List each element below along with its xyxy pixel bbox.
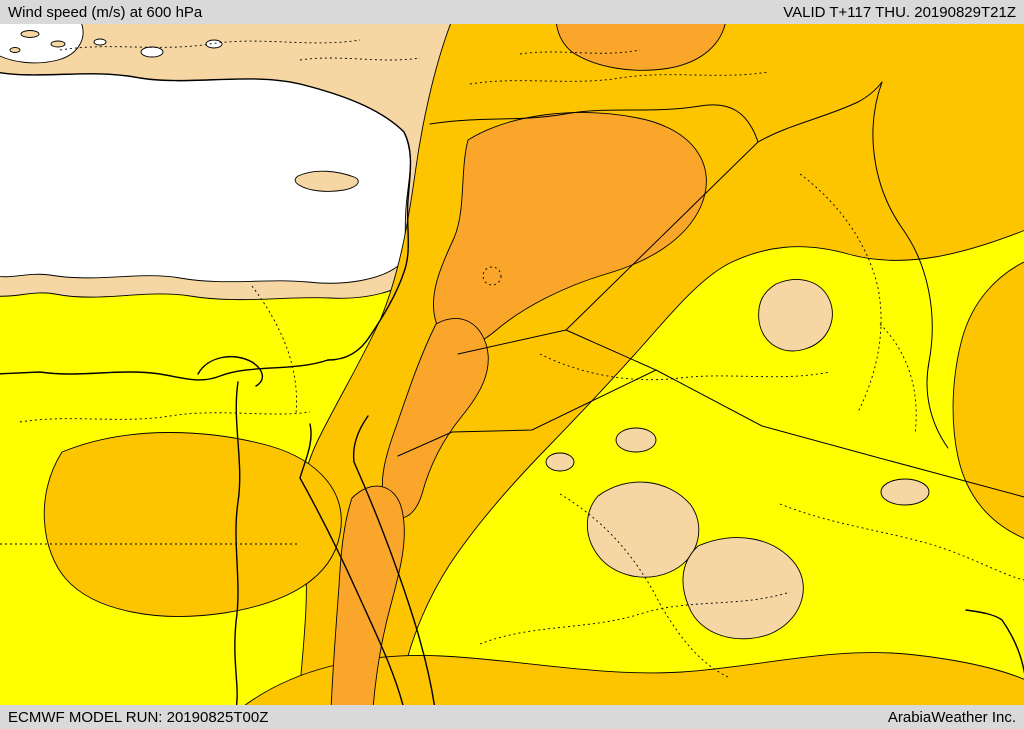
coastline-redsea-east <box>353 461 436 705</box>
dotted-contour-turkey-2 <box>299 57 421 61</box>
band-tan-patch-1 <box>587 481 700 578</box>
dotted-contour-sinai <box>251 285 297 415</box>
band-tan-patch-4 <box>758 279 833 352</box>
band-orange-syria-core <box>433 112 707 346</box>
model-run-label: ECMWF MODEL RUN: 20190825T00Z <box>8 708 269 726</box>
dotted-contour-saudi-1 <box>559 493 731 679</box>
valid-time-label: VALID T+117 THU. 20190829T21Z <box>783 3 1016 21</box>
coastline-gulf-of-suez <box>299 423 312 479</box>
coastline-nile-delta <box>197 355 263 387</box>
band-amber-egypt <box>43 432 342 617</box>
lake-turkey-2 <box>205 39 223 49</box>
island-aegean-2 <box>50 40 66 48</box>
contour-bands-layer <box>0 24 1024 705</box>
dotted-contours-layer <box>0 39 1024 679</box>
band-tan-patch-3 <box>615 427 657 453</box>
band-orange-jordan-corridor <box>381 318 489 519</box>
dotted-contour-egypt-north <box>19 411 311 423</box>
border-turkey-syria <box>429 104 759 143</box>
footer-bar: ECMWF MODEL RUN: 20190825T00Z ArabiaWeat… <box>0 705 1024 729</box>
coastline-egypt <box>0 359 329 381</box>
band-orange-top <box>556 24 726 71</box>
dotted-contour-turkey-1 <box>59 39 361 51</box>
border-syria-iraq <box>565 141 759 331</box>
border-iraq-iran <box>872 81 949 449</box>
band-tan-patch-2 <box>682 537 804 640</box>
header-bar: Wind speed (m/s) at 600 hPa VALID T+117 … <box>0 0 1024 24</box>
island-aegean-3 <box>9 47 21 53</box>
coastline-turkey-levant <box>0 71 412 361</box>
dotted-contour-bottom-center <box>479 591 791 645</box>
border-iraq-saudi <box>655 369 1024 498</box>
band-tan-patch-6 <box>880 478 930 506</box>
border-syria-jordan <box>457 329 567 355</box>
island-aegean-1 <box>20 30 40 38</box>
coastline-gulf-of-aqaba <box>352 415 369 463</box>
dotted-contour-turkey-3 <box>519 49 641 55</box>
coastlines-layer <box>0 71 1024 705</box>
map-title: Wind speed (m/s) at 600 hPa <box>8 3 203 21</box>
coastline-redsea-west <box>299 477 404 705</box>
borders-layer <box>397 81 1024 498</box>
border-turkey-iraq <box>757 81 883 143</box>
credit-label: ArabiaWeather Inc. <box>887 708 1016 726</box>
wind-speed-contour-map <box>0 24 1024 705</box>
coastline-persian-gulf <box>965 609 1024 675</box>
island-cyprus <box>294 170 359 192</box>
dotted-contour-iraq-east <box>879 323 917 435</box>
band-tan-patch-5 <box>545 452 575 472</box>
dotted-contour-saudi-2 <box>779 503 1024 581</box>
lake-turkey-3 <box>93 38 107 46</box>
river-nile <box>234 381 241 705</box>
map-area <box>0 24 1024 705</box>
border-jordan-saudi <box>397 329 658 457</box>
dotted-contour-north-syria <box>469 71 769 85</box>
lake-turkey-1 <box>140 46 164 58</box>
dotted-contour-iraq <box>799 173 882 413</box>
dotted-closed-contour <box>482 266 502 286</box>
band-amber-right-edge <box>952 261 1024 539</box>
